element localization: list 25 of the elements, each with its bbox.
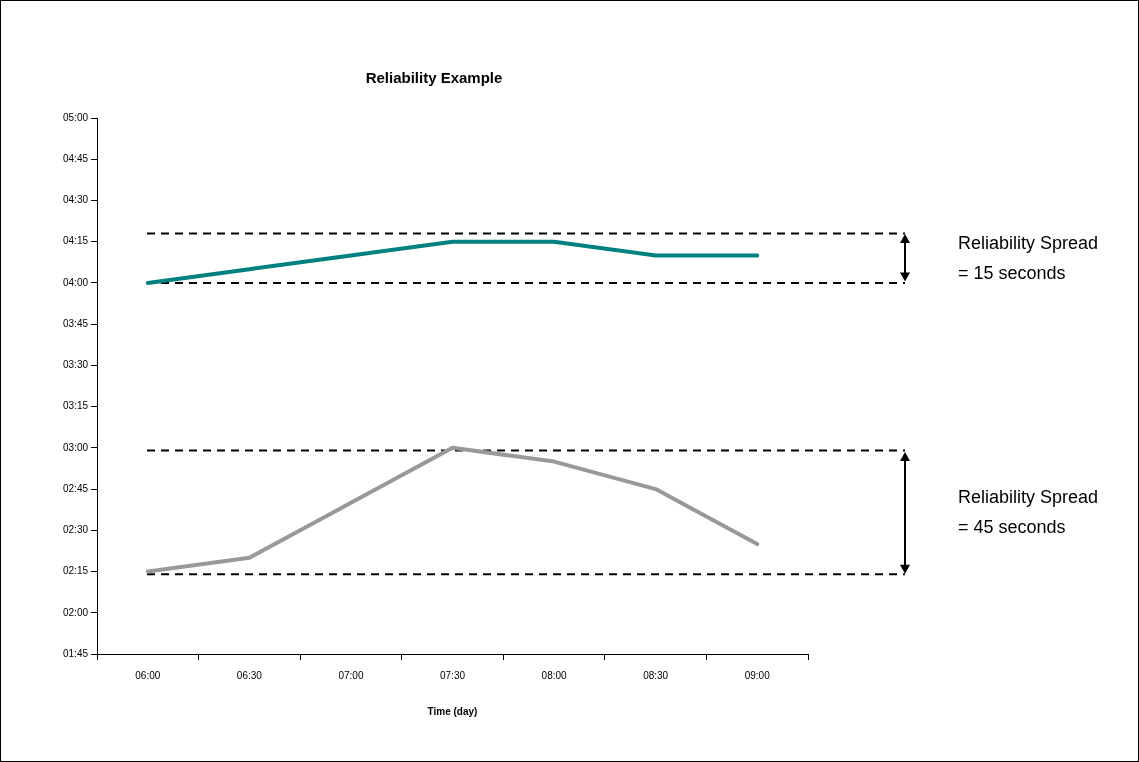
y-tick-label: 04:15 <box>62 235 89 247</box>
x-tick-label: 06:30 <box>236 669 263 681</box>
y-tick-label: 02:00 <box>62 606 89 618</box>
y-tick-label: 04:45 <box>62 152 89 164</box>
y-tick-label: 04:00 <box>62 276 89 288</box>
text: Reliability Spread = 15 seconds <box>958 232 1099 286</box>
y-tick-label: 02:45 <box>62 482 89 494</box>
chart-title: Reliability Example <box>365 69 503 87</box>
y-tick-label: 03:00 <box>62 441 89 453</box>
y-tick-label: 05:00 <box>62 111 89 123</box>
y-tick-label: 01:45 <box>62 647 89 659</box>
y-tick-label: 04:30 <box>62 194 89 206</box>
y-tick-label: 03:45 <box>62 317 89 329</box>
x-tick-label: 07:30 <box>440 669 466 681</box>
text: Reliability Spread = 45 seconds <box>958 486 1099 540</box>
x-axis-title: Time (day) <box>427 705 478 717</box>
x-tick-label: 06:00 <box>135 669 161 681</box>
y-tick-label: 02:30 <box>62 524 89 536</box>
x-tick-label: 09:00 <box>744 669 771 681</box>
y-tick-label: 03:30 <box>62 359 89 371</box>
y-tick-label: 03:15 <box>62 400 89 412</box>
y-tick-label: 02:15 <box>62 565 89 577</box>
x-tick-label: 07:00 <box>338 669 364 681</box>
x-tick-label: 08:30 <box>643 669 669 681</box>
x-tick-label: 08:00 <box>541 669 568 681</box>
